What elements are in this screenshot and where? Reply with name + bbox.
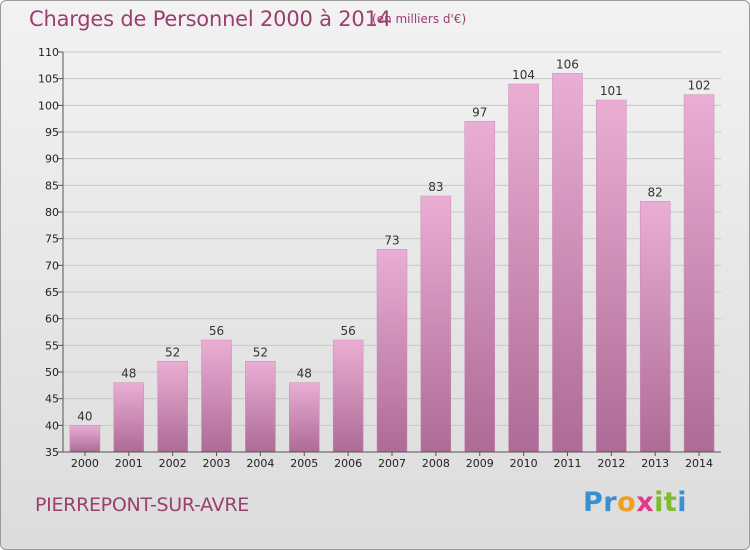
- bar-2000: [69, 425, 101, 453]
- bar-2003: [201, 339, 232, 453]
- y-tick-label: 45: [45, 393, 59, 406]
- x-tick-label-2004: 2004: [246, 457, 274, 470]
- y-tick-label: 35: [45, 446, 59, 459]
- x-tick-label-2014: 2014: [685, 457, 713, 470]
- chart-title: Charges de Personnel 2000 à 2014: [29, 7, 391, 31]
- x-tick-label-2007: 2007: [378, 457, 406, 470]
- data-label-2001: 48: [121, 367, 136, 381]
- y-tick-label: 100: [38, 99, 59, 112]
- bar-2001: [113, 382, 145, 453]
- x-tick-label-2002: 2002: [159, 457, 187, 470]
- chart-unit: (en milliers d'€): [372, 12, 467, 26]
- x-tick-label-2008: 2008: [422, 457, 450, 470]
- data-label-2010: 104: [512, 68, 535, 82]
- y-tick-label: 55: [45, 339, 59, 352]
- logo-letter: t: [663, 487, 678, 518]
- y-axis: 35 40 45 50 55 60 65 70 75 80 85 90 95 100 105 110: [38, 46, 64, 459]
- data-label-2006: 56: [340, 324, 355, 338]
- bar-2013: [639, 201, 671, 453]
- bar-2010: [508, 83, 539, 453]
- x-tick-label-2000: 2000: [71, 457, 99, 470]
- data-labels: 40 48 52 56 52 48 56 73 83 97 104 106 101 82 102: [77, 57, 710, 423]
- x-tick-label-2011: 2011: [553, 457, 581, 470]
- bar-2004: [245, 361, 276, 453]
- logo-letter: o: [617, 487, 637, 518]
- x-tick-label-2012: 2012: [597, 457, 625, 470]
- data-label-2008: 83: [428, 180, 443, 194]
- bars: [69, 73, 715, 453]
- data-label-2000: 40: [77, 409, 92, 423]
- bar-2014: [683, 94, 715, 453]
- x-tick-label-2006: 2006: [334, 457, 362, 470]
- y-tick-label: 65: [45, 286, 59, 299]
- proxiti-logo: Proxiti: [583, 487, 687, 518]
- x-tick-label-2003: 2003: [203, 457, 231, 470]
- y-tick-label: 80: [45, 206, 59, 219]
- bar-2002: [157, 361, 188, 453]
- data-label-2005: 48: [297, 367, 312, 381]
- x-tick-label-2013: 2013: [641, 457, 669, 470]
- commune-name: PIERREPONT-SUR-AVRE: [35, 494, 249, 516]
- data-label-2004: 52: [253, 345, 268, 359]
- y-tick-label: 105: [38, 73, 59, 86]
- logo-letter: i: [654, 487, 664, 518]
- logo-letter: x: [636, 487, 655, 518]
- data-label-2011: 106: [556, 57, 579, 71]
- y-tick-label: 70: [45, 259, 59, 272]
- y-tick-label: 95: [45, 126, 59, 139]
- y-tick-label: 40: [45, 419, 59, 432]
- data-label-2009: 97: [472, 105, 487, 119]
- bar-2006: [332, 339, 364, 453]
- data-label-2002: 52: [165, 345, 180, 359]
- y-tick-label: 110: [38, 46, 59, 59]
- bar-2011: [552, 73, 583, 453]
- bar-2008: [420, 195, 452, 453]
- bar-2007: [376, 249, 408, 453]
- y-tick-label: 50: [45, 366, 59, 379]
- data-label-2012: 101: [600, 84, 623, 98]
- data-label-2003: 56: [209, 324, 224, 338]
- y-tick-label: 85: [45, 179, 59, 192]
- x-tick-label-2010: 2010: [510, 457, 538, 470]
- logo-letter: r: [603, 487, 618, 518]
- logo-letter: i: [677, 487, 688, 518]
- data-label-2007: 73: [384, 233, 399, 247]
- x-tick-label-2009: 2009: [466, 457, 494, 470]
- y-tick-label: 60: [45, 313, 59, 326]
- x-tick-label-2005: 2005: [290, 457, 318, 470]
- bar-2009: [464, 121, 495, 453]
- logo-letter: P: [583, 487, 604, 518]
- x-tick-label-2001: 2001: [115, 457, 143, 470]
- x-axis: 2000 2001 2002 2003 2004 2005 2006 2007 2008 2009…: [63, 451, 721, 470]
- bar-2005: [289, 382, 320, 453]
- data-label-2013: 82: [648, 185, 663, 199]
- y-tick-label: 90: [45, 153, 59, 166]
- data-label-2014: 102: [688, 79, 711, 93]
- bar-2012: [596, 99, 627, 453]
- y-tick-label: 75: [45, 233, 59, 246]
